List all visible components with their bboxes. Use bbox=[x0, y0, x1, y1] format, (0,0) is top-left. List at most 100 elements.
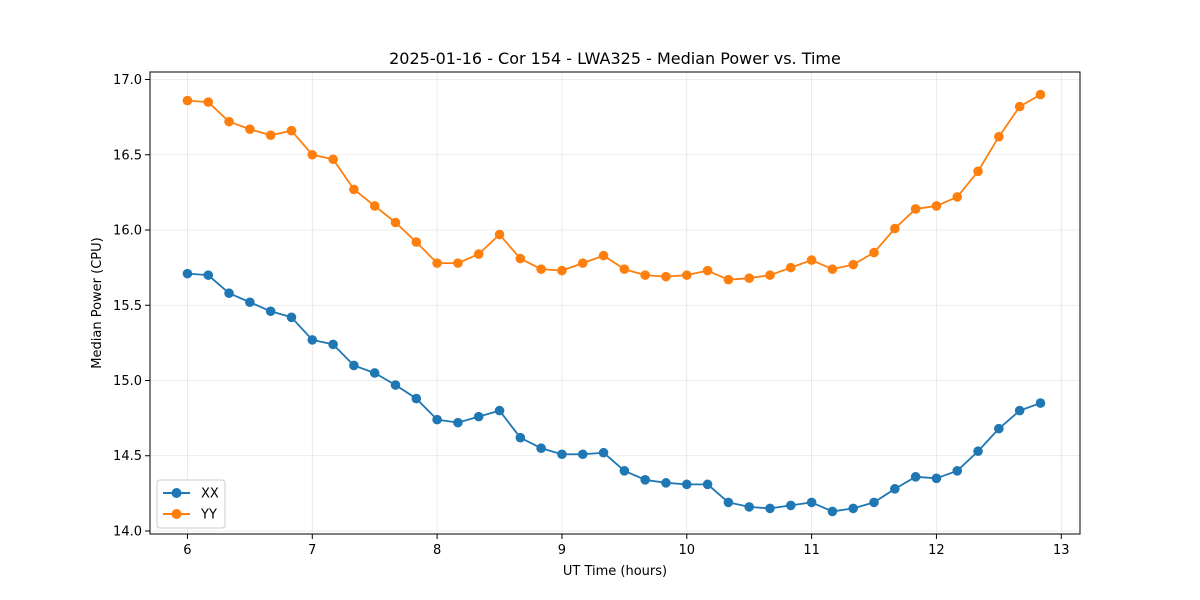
x-tick-label: 10 bbox=[679, 543, 696, 558]
data-point-yy bbox=[432, 258, 442, 268]
legend-marker-xx bbox=[171, 488, 182, 498]
y-tick-label: 16.0 bbox=[113, 224, 142, 239]
data-point-xx bbox=[494, 405, 505, 416]
data-point-yy bbox=[307, 149, 318, 160]
data-point-xx bbox=[806, 497, 817, 508]
data-point-xx bbox=[661, 478, 671, 488]
data-point-yy bbox=[1035, 89, 1046, 100]
data-point-xx bbox=[619, 465, 630, 476]
data-point-yy bbox=[286, 125, 297, 136]
data-point-yy bbox=[369, 201, 380, 211]
data-point-xx bbox=[536, 443, 546, 454]
data-point-xx bbox=[286, 312, 297, 323]
data-point-yy bbox=[598, 250, 609, 261]
data-point-yy bbox=[827, 264, 838, 274]
data-point-xx bbox=[952, 465, 963, 476]
y-tick-label: 15.5 bbox=[113, 299, 142, 314]
data-point-yy bbox=[910, 204, 921, 214]
data-point-xx bbox=[702, 479, 713, 490]
data-point-xx bbox=[224, 288, 234, 299]
data-point-yy bbox=[245, 124, 255, 134]
data-point-yy bbox=[723, 274, 734, 285]
data-point-xx bbox=[265, 306, 276, 317]
data-point-xx bbox=[473, 411, 484, 422]
data-point-yy bbox=[744, 273, 754, 283]
y-tick-label: 14.0 bbox=[113, 524, 142, 539]
data-point-xx bbox=[557, 449, 567, 460]
data-point-xx bbox=[515, 432, 526, 443]
data-point-xx bbox=[411, 393, 422, 404]
y-axis-label: Median Power (CPU) bbox=[90, 237, 105, 368]
data-point-yy bbox=[536, 264, 546, 274]
data-point-xx bbox=[453, 417, 463, 428]
data-point-yy bbox=[328, 154, 338, 165]
data-point-yy bbox=[453, 258, 463, 268]
data-point-yy bbox=[952, 192, 963, 202]
data-point-xx bbox=[848, 503, 859, 514]
y-axis-ticks: 14.0 14.5 15.0 15.5 16.0 16.5 17.0 bbox=[113, 73, 150, 539]
data-point-yy bbox=[973, 166, 983, 177]
data-point-xx bbox=[390, 380, 401, 390]
data-point-xx bbox=[432, 414, 442, 425]
data-point-yy bbox=[702, 265, 713, 276]
data-point-yy bbox=[806, 255, 817, 265]
legend-label-xx: XX bbox=[201, 487, 219, 502]
data-point-xx bbox=[681, 479, 692, 490]
x-axis-ticks: 6 7 8 9 10 11 12 13 bbox=[183, 534, 1070, 558]
data-point-xx bbox=[182, 268, 193, 279]
x-tick-label: 12 bbox=[928, 543, 945, 558]
data-point-xx bbox=[349, 360, 359, 371]
y-tick-label: 14.5 bbox=[113, 449, 142, 464]
data-point-xx bbox=[369, 368, 380, 378]
data-point-xx bbox=[1014, 405, 1025, 416]
data-point-yy bbox=[869, 247, 879, 258]
data-point-yy bbox=[786, 262, 796, 273]
data-point-xx bbox=[869, 497, 879, 508]
data-point-xx bbox=[765, 503, 775, 514]
data-point-xx bbox=[827, 506, 838, 517]
data-point-yy bbox=[265, 130, 276, 141]
data-point-xx bbox=[786, 500, 796, 511]
data-point-yy bbox=[494, 229, 505, 240]
x-tick-label: 13 bbox=[1053, 543, 1070, 558]
data-point-xx bbox=[640, 475, 650, 485]
legend-label-yy: YY bbox=[200, 508, 217, 523]
data-point-xx bbox=[328, 339, 338, 350]
plot-area-frame bbox=[149, 71, 1081, 535]
y-tick-label: 16.5 bbox=[113, 148, 142, 163]
data-point-yy bbox=[681, 270, 692, 280]
plot-series bbox=[182, 89, 1046, 517]
data-point-xx bbox=[723, 497, 734, 508]
data-point-yy bbox=[390, 217, 401, 228]
data-point-yy bbox=[931, 201, 942, 211]
data-point-yy bbox=[661, 271, 671, 282]
data-point-xx bbox=[577, 449, 588, 460]
legend-marker-yy bbox=[171, 509, 182, 519]
data-point-yy bbox=[890, 223, 900, 234]
x-tick-label: 6 bbox=[183, 543, 191, 558]
data-point-xx bbox=[307, 335, 318, 345]
x-tick-label: 8 bbox=[433, 543, 441, 558]
data-point-xx bbox=[994, 423, 1004, 434]
data-point-yy bbox=[182, 95, 193, 106]
grid bbox=[150, 72, 1080, 534]
data-point-yy bbox=[203, 97, 214, 107]
data-point-yy bbox=[848, 259, 859, 270]
data-point-xx bbox=[203, 270, 214, 280]
data-point-yy bbox=[349, 184, 359, 195]
x-tick-label: 7 bbox=[308, 543, 316, 558]
legend: XX YY bbox=[156, 479, 226, 529]
x-axis-label: UT Time (hours) bbox=[563, 564, 667, 579]
data-point-xx bbox=[890, 484, 900, 494]
y-tick-label: 15.0 bbox=[113, 374, 142, 389]
x-tick-label: 11 bbox=[803, 543, 820, 558]
data-point-yy bbox=[557, 265, 567, 276]
data-point-yy bbox=[640, 270, 650, 280]
data-point-yy bbox=[619, 264, 630, 274]
data-point-yy bbox=[994, 131, 1004, 142]
data-point-yy bbox=[224, 116, 234, 127]
data-point-xx bbox=[744, 502, 754, 512]
data-point-xx bbox=[910, 472, 921, 482]
data-point-yy bbox=[515, 253, 526, 264]
data-point-yy bbox=[765, 270, 775, 280]
